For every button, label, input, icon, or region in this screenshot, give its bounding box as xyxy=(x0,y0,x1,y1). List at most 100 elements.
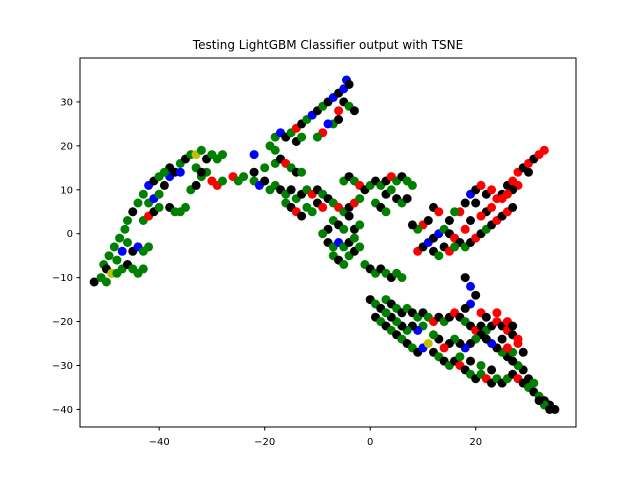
scatter-point xyxy=(260,176,270,186)
scatter-point xyxy=(128,207,138,217)
scatter-point xyxy=(481,312,491,322)
scatter-point xyxy=(460,224,470,234)
x-tick-label: −20 xyxy=(254,437,275,448)
scatter-point xyxy=(476,211,486,221)
scatter-point xyxy=(344,211,354,221)
scatter-point xyxy=(476,361,486,370)
scatter-point xyxy=(381,308,391,318)
scatter-point xyxy=(539,145,549,155)
scatter-point xyxy=(196,145,206,155)
scatter-point xyxy=(397,273,407,283)
scatter-point xyxy=(318,202,328,212)
scatter-point xyxy=(487,365,497,375)
scatter-point xyxy=(181,202,190,212)
scatter-point xyxy=(339,260,349,269)
scatter-point xyxy=(334,106,344,116)
scatter-point xyxy=(349,233,359,243)
scatter-point xyxy=(534,396,544,406)
scatter-point xyxy=(476,180,486,190)
scatter-point xyxy=(297,167,307,177)
scatter-point xyxy=(502,343,512,353)
scatter-point xyxy=(249,167,259,177)
scatter-point xyxy=(355,194,365,204)
scatter-point xyxy=(218,176,227,186)
x-tick-label: −40 xyxy=(149,437,170,448)
scatter-point xyxy=(386,185,396,195)
y-tick-label: −30 xyxy=(52,361,73,372)
y-axis: −40 −30 −20 −10 0 10 20 30 xyxy=(52,97,80,416)
scatter-point xyxy=(159,180,169,190)
plot-frame xyxy=(79,57,577,428)
scatter-point xyxy=(444,216,454,225)
x-tick-label: 20 xyxy=(469,437,482,448)
scatter-point xyxy=(434,251,444,261)
scatter-point xyxy=(487,185,497,195)
scatter-point xyxy=(101,277,111,287)
scatter-points xyxy=(89,75,560,414)
scatter-point xyxy=(133,198,143,208)
scatter-point xyxy=(381,207,391,217)
scatter-point xyxy=(175,167,185,177)
scatter-point xyxy=(545,404,555,414)
scatter-point xyxy=(407,180,417,190)
scatter-point xyxy=(492,308,502,318)
scatter-point xyxy=(115,233,125,243)
chart-title: Testing LightGBM Classifier output with … xyxy=(192,38,463,52)
scatter-point xyxy=(144,242,154,252)
x-tick-label: 0 xyxy=(367,437,373,448)
scatter-point xyxy=(89,277,99,287)
scatter-point xyxy=(104,251,114,261)
x-axis: −40 −20 0 20 xyxy=(149,427,482,448)
scatter-point xyxy=(123,216,132,225)
y-tick-label: 10 xyxy=(60,185,73,196)
scatter-point xyxy=(138,264,148,274)
scatter-point xyxy=(407,220,417,230)
y-tick-label: −40 xyxy=(52,405,73,416)
y-tick-label: 0 xyxy=(67,229,73,240)
scatter-point xyxy=(497,334,507,344)
y-tick-label: 20 xyxy=(60,141,73,152)
scatter-point xyxy=(471,290,481,300)
scatter-point xyxy=(355,242,365,252)
scatter-point xyxy=(518,347,528,357)
scatter-point xyxy=(154,202,164,212)
scatter-point xyxy=(460,198,470,208)
scatter-point xyxy=(508,321,518,331)
scatter-point xyxy=(513,339,523,348)
scatter-point xyxy=(471,198,481,208)
scatter-point xyxy=(460,303,470,313)
scatter-point xyxy=(260,163,270,173)
scatter-point xyxy=(318,229,328,239)
scatter-point xyxy=(450,207,460,217)
scatter-point xyxy=(297,211,307,221)
scatter-point xyxy=(466,356,475,366)
scatter-point xyxy=(117,246,127,256)
scatter-point xyxy=(450,242,460,252)
scatter-point xyxy=(123,238,132,247)
scatter-point xyxy=(355,220,365,230)
y-tick-label: 30 xyxy=(60,97,73,108)
scatter-point xyxy=(307,207,317,217)
y-tick-label: −20 xyxy=(52,317,73,328)
scatter-point xyxy=(297,132,307,142)
scatter-point xyxy=(429,330,438,340)
scatter-point xyxy=(423,339,433,348)
scatter-point xyxy=(218,150,227,160)
scatter-point xyxy=(270,145,280,155)
scatter-point xyxy=(112,268,122,278)
scatter-point xyxy=(196,167,206,177)
scatter-point xyxy=(112,255,122,265)
scatter-point xyxy=(466,216,475,225)
scatter-point xyxy=(455,352,465,362)
scatter-point xyxy=(239,172,249,182)
scatter-point xyxy=(524,167,533,177)
scatter-point xyxy=(154,189,164,199)
scatter-point xyxy=(529,378,539,388)
scatter-point xyxy=(402,194,412,204)
scatter-point xyxy=(249,150,259,160)
scatter-point xyxy=(339,224,349,234)
scatter-point xyxy=(466,281,475,291)
scatter-point xyxy=(434,207,444,217)
scatter-point xyxy=(497,194,507,204)
